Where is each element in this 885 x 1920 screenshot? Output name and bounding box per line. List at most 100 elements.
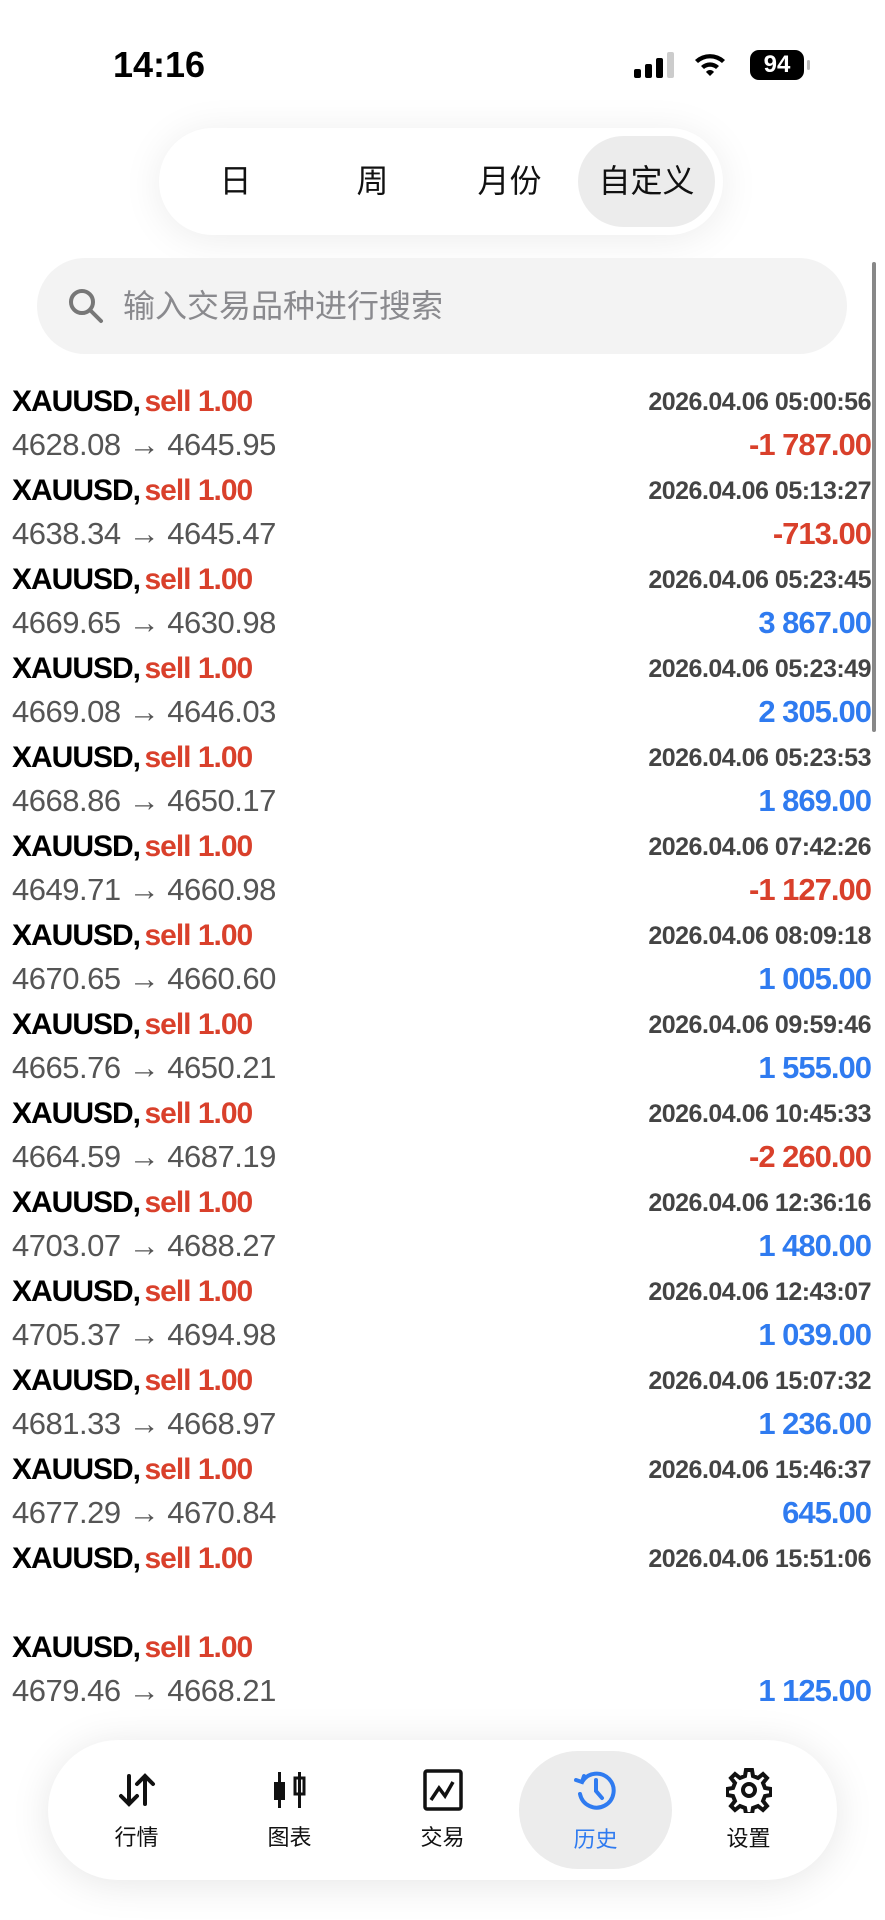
symbol: XAUUSD, [12,474,141,507]
trade-time: 2026.04.06 12:36:16 [648,1188,871,1217]
trade-prices: 4664.59 → 4687.19 [12,1139,276,1174]
trade-time: 2026.04.06 05:13:27 [648,476,871,505]
search-bar[interactable] [37,258,847,354]
tab-period-2[interactable]: 月份 [477,163,542,199]
trade-prices: 4705.37 → 4694.98 [12,1317,276,1352]
trade-prices: 4638.34 → 4645.47 [12,516,276,551]
trade-side: sell 1.00 [144,919,253,952]
trade-time: 2026.04.06 05:23:49 [648,654,871,683]
trade-time: 2026.04.06 15:46:37 [648,1455,871,1484]
trade-history-list: XAUUSD, sell 1.00 2026.04.06 05:00:56 462… [0,380,885,1715]
trade-profit: 1 125.00 [758,1673,872,1708]
symbol: XAUUSD, [12,1275,141,1308]
trade-prices: 4681.33 → 4668.97 [12,1406,276,1441]
trade-row[interactable]: XAUUSD, sell 1.00 2026.04.06 10:45:33 466… [0,1092,885,1181]
trade-side: sell 1.00 [144,652,253,685]
trade-side: sell 1.00 [144,1542,253,1575]
trade-prices: 4669.08 → 4646.03 [12,694,276,729]
trade-row[interactable]: XAUUSD, sell 1.00 2026.04.06 05:23:49 466… [0,647,885,736]
trade-row[interactable]: XAUUSD, sell 1.00 2026.04.06 05:23:53 466… [0,736,885,825]
trade-prices: 4679.46 → 4668.21 [12,1673,276,1708]
nav-label: 设置 [726,1826,771,1851]
trade-row[interactable]: XAUUSD, sell 1.00 2026.04.06 12:43:07 470… [0,1270,885,1359]
trade-time: 2026.04.06 09:59:46 [648,1010,871,1039]
symbol: XAUUSD, [12,385,141,418]
nav-tab-3[interactable]: 历史 [519,1751,672,1869]
trade-side: sell 1.00 [144,830,253,863]
trade-side: sell 1.00 [144,1097,253,1130]
tab-period-1[interactable]: 周 [356,163,389,199]
trade-prices: 4668.86 → 4650.17 [12,783,276,818]
history-icon [572,1766,620,1814]
signal-icon [634,52,674,78]
trade-chart-icon [421,1768,465,1812]
trade-profit: -1 127.00 [749,872,872,907]
trade-side: sell 1.00 [144,385,253,418]
trade-side: sell 1.00 [144,741,253,774]
symbol: XAUUSD, [12,1364,141,1397]
trade-row[interactable]: XAUUSD, sell 1.00 2026.04.06 07:42:26 464… [0,825,885,914]
trade-side: sell 1.00 [144,1631,253,1664]
trade-side: sell 1.00 [144,1275,253,1308]
trade-time: 2026.04.06 10:45:33 [648,1099,871,1128]
trade-profit: 1 039.00 [758,1317,872,1352]
trade-time: 2026.04.06 05:00:56 [648,387,871,416]
tab-period-3[interactable]: 自定义 [578,136,715,227]
symbol: XAUUSD, [12,1186,141,1219]
trade-profit: 1 236.00 [758,1406,872,1441]
trade-row[interactable]: XAUUSD, sell 1.00 4679.46 → 4668.21 1 125… [0,1626,885,1715]
trade-row[interactable]: XAUUSD, sell 1.00 2026.04.06 12:36:16 470… [0,1181,885,1270]
trade-side: sell 1.00 [144,1186,253,1219]
candlestick-icon [268,1768,312,1812]
trade-side: sell 1.00 [144,474,253,507]
trade-side: sell 1.00 [144,1453,253,1486]
battery-icon: 94 [750,50,810,80]
clock: 14:16 [113,44,206,85]
trade-row[interactable]: XAUUSD, sell 1.00 2026.04.06 08:09:18 467… [0,914,885,1003]
symbol: XAUUSD, [12,1542,141,1575]
trade-time: 2026.04.06 08:09:18 [648,921,871,950]
bottom-nav: 行情 图表 交易 历史 设置 [48,1740,837,1880]
trade-prices: 4649.71 → 4660.98 [12,872,276,907]
symbol: XAUUSD, [12,652,141,685]
trade-profit: 1 555.00 [758,1050,872,1085]
trade-side: sell 1.00 [144,1364,253,1397]
arrows-up-down-icon [115,1768,159,1812]
trade-profit: 645.00 [782,1495,872,1530]
nav-label: 历史 [573,1827,618,1852]
gear-icon [725,1767,772,1813]
nav-tab-0[interactable]: 行情 [60,1751,213,1869]
nav-label: 行情 [114,1825,159,1850]
nav-tab-1[interactable]: 图表 [213,1751,366,1869]
tab-period-0[interactable]: 日 [219,163,252,199]
trade-prices: 4670.65 → 4660.60 [12,961,276,996]
trade-row[interactable]: XAUUSD, sell 1.00 2026.04.06 15:07:32 468… [0,1359,885,1448]
trade-row[interactable]: XAUUSD, sell 1.00 2026.04.06 15:51:06 [0,1537,885,1626]
trade-prices: 4628.08 → 4645.95 [12,427,276,462]
trade-time: 2026.04.06 15:51:06 [648,1544,871,1573]
symbol: XAUUSD, [12,741,141,774]
trade-row[interactable]: XAUUSD, sell 1.00 2026.04.06 15:46:37 467… [0,1448,885,1537]
trade-profit: -713.00 [772,516,872,551]
scrollbar[interactable] [872,262,876,732]
trade-prices: 4665.76 → 4650.21 [12,1050,276,1085]
symbol: XAUUSD, [12,1097,141,1130]
trade-row[interactable]: XAUUSD, sell 1.00 2026.04.06 05:00:56 462… [0,380,885,469]
nav-label: 图表 [267,1825,312,1850]
symbol: XAUUSD, [12,830,141,863]
trade-row[interactable]: XAUUSD, sell 1.00 2026.04.06 05:13:27 463… [0,469,885,558]
search-icon [69,289,103,323]
trade-time: 2026.04.06 05:23:53 [648,743,871,772]
symbol: XAUUSD, [12,1453,141,1486]
nav-tab-2[interactable]: 交易 [366,1751,519,1869]
trade-side: sell 1.00 [144,1008,253,1041]
status-bar: 14:16 94 [0,0,885,120]
trade-prices: 4677.29 → 4670.84 [12,1495,276,1530]
trade-row[interactable]: XAUUSD, sell 1.00 2026.04.06 05:23:45 466… [0,558,885,647]
trade-row[interactable]: XAUUSD, sell 1.00 2026.04.06 09:59:46 466… [0,1003,885,1092]
search-input[interactable] [123,287,763,325]
trade-time: 2026.04.06 07:42:26 [648,832,871,861]
trade-side: sell 1.00 [144,563,253,596]
trade-time: 2026.04.06 12:43:07 [648,1277,871,1306]
nav-tab-4[interactable]: 设置 [672,1751,825,1869]
